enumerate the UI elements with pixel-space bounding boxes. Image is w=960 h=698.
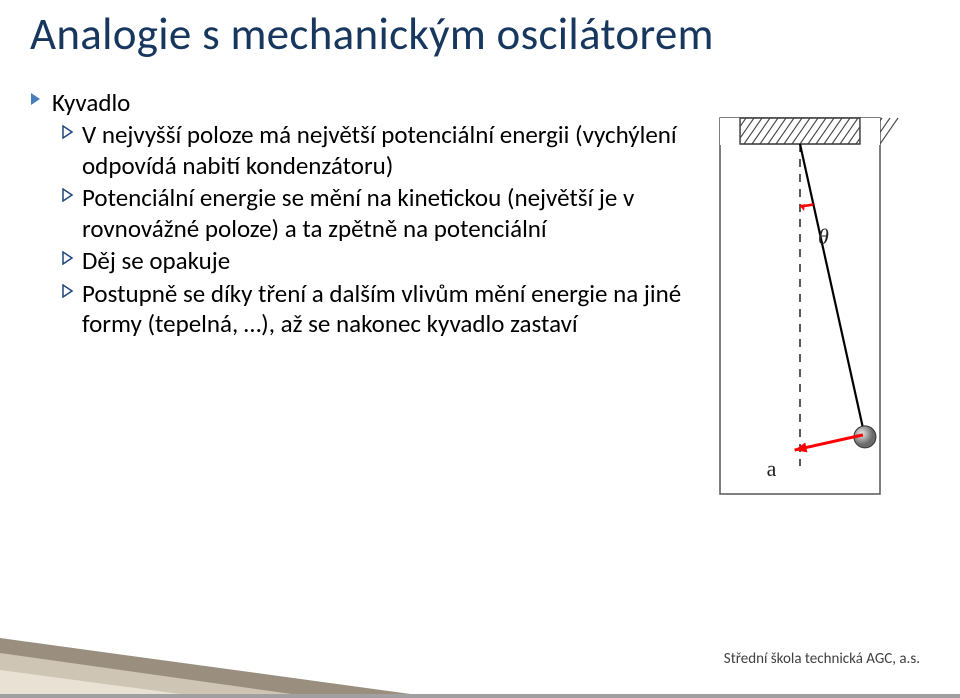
bullet-marker-l1-icon xyxy=(30,92,52,123)
bullet-text: Potenciální energie se mění na kineticko… xyxy=(82,183,710,244)
svg-text:θ: θ xyxy=(818,224,829,249)
bullet-text: Postupně se díky tření a dalším vlivům m… xyxy=(82,279,710,340)
bullet-marker-l2-icon xyxy=(62,125,82,186)
bullet-level2: Postupně se díky tření a dalším vlivům m… xyxy=(62,279,710,340)
bullet-text: Kyvadlo xyxy=(52,88,710,119)
svg-text:a: a xyxy=(767,456,777,481)
pendulum-diagram: θa xyxy=(700,116,900,501)
bullet-level2: Potenciální energie se mění na kineticko… xyxy=(62,183,710,244)
slide: Analogie s mechanickým oscilátorem Kyvad… xyxy=(0,0,960,698)
bullet-marker-l2-icon xyxy=(62,284,82,345)
bullet-text: V nejvyšší poloze má největší potenciáln… xyxy=(82,120,710,181)
bullet-text: Děj se opakuje xyxy=(82,246,710,277)
content-wrap: Kyvadlo V nejvyšší poloze má největší po… xyxy=(30,88,930,501)
footer-text: Střední škola technická AGC, a.s. xyxy=(724,650,920,668)
bullet-marker-l2-icon xyxy=(62,188,82,249)
bullet-level2: V nejvyšší poloze má největší potenciáln… xyxy=(62,120,710,181)
bullet-marker-l2-icon xyxy=(62,251,82,282)
bullet-list: Kyvadlo V nejvyšší poloze má největší po… xyxy=(30,88,710,342)
bullet-level1: Kyvadlo xyxy=(30,88,710,119)
pendulum-svg: θa xyxy=(700,116,900,496)
bullet-level2: Děj se opakuje xyxy=(62,246,710,277)
slide-title: Analogie s mechanickým oscilátorem xyxy=(30,10,930,60)
